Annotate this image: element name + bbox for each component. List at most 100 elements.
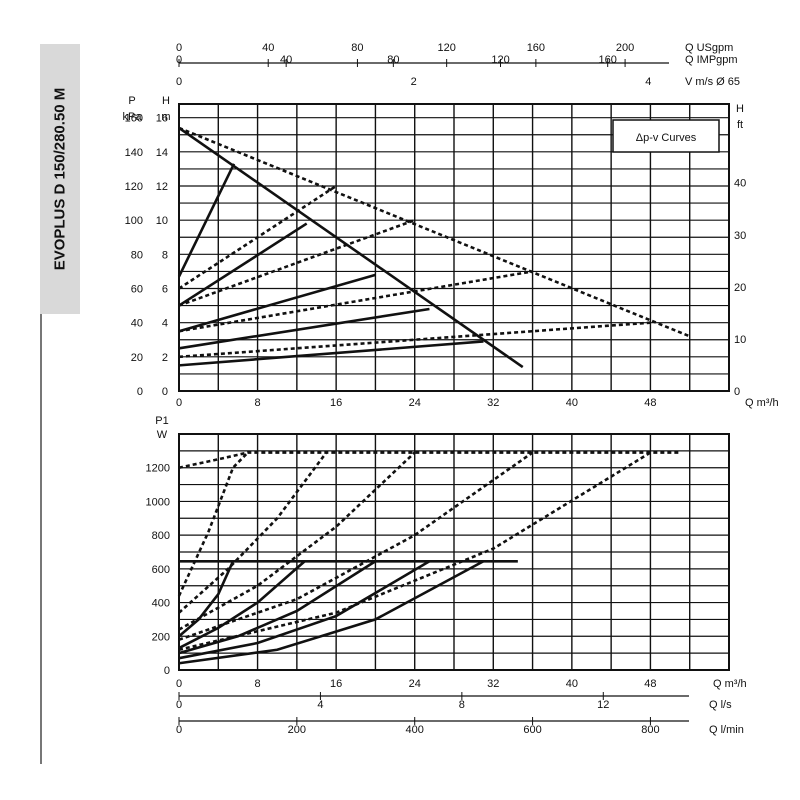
head-y-tick-kpa: 20 [131,352,143,364]
power-dotted-curve [177,451,249,597]
head-y-tick-kpa: 60 [131,284,143,296]
head-y-tick-m: 16 [156,113,168,125]
power-x-tick: 8 [255,678,261,690]
legend-box [612,119,720,153]
head-solid-curve [177,163,236,278]
head-x-tick: 40 [566,397,578,409]
power-dotted-limit [178,451,680,469]
head-y-tick-ft: 10 [734,334,746,346]
bottom-axis-tick: 0 [176,699,182,711]
power-solid-curve [178,560,431,660]
legend-label: Δp-v Curves [636,132,697,144]
power-dotted-curve [178,451,328,614]
head-x-tick: 0 [176,397,182,409]
head-y-tick-m: 10 [156,215,168,227]
head-dotted-curve [178,184,337,290]
power-x-tick: 32 [487,678,499,690]
head-x-tick: 8 [255,397,261,409]
head-solid-curve [178,222,308,307]
power-dotted-curve [178,451,534,641]
bottom-axis-tick: 200 [288,724,306,736]
head-y-tick-kpa: 120 [125,181,143,193]
head-dotted-curve [178,321,651,359]
head-y-tick-m: 14 [156,147,168,159]
head-dotted-curve [178,270,533,333]
bottom-axis-unit: Q l/s [709,699,732,711]
bottom-axis-tick: 8 [459,699,465,711]
power-y-tick: 600 [152,564,170,576]
head-x-tick: 48 [644,397,656,409]
power-solid-curve [178,560,377,655]
head-x-tick: 16 [330,397,342,409]
power-x-tick: 16 [330,678,342,690]
head-y-tick-ft: 40 [734,178,746,190]
head-y-unit-ft: ft [737,119,743,131]
head-frame [178,103,730,392]
head-y-tick-kpa: 160 [125,113,143,125]
head-y-label-h: H [162,95,170,107]
bottom-axis-unit: Q l/min [709,724,744,736]
top-axis-tick: 2 [411,76,417,88]
top-axis-unit: V m/s Ø 65 [685,76,740,88]
top-axis-tick: 40 [262,42,274,54]
power-y-tick: 400 [152,598,170,610]
top-axis-tick: 80 [351,42,363,54]
head-y-label-hft: H [736,103,744,115]
head-y-tick-kpa: 0 [137,386,143,398]
head-y-tick-m: 2 [162,352,168,364]
power-x-tick: 40 [566,678,578,690]
head-y-tick-m: 12 [156,181,168,193]
head-y-tick-m: 6 [162,284,168,296]
top-axis-unit: Q USgpm [685,42,733,54]
bottom-axis-tick: 600 [523,724,541,736]
bottom-axis-tick: 800 [641,724,659,736]
power-y-tick: 800 [152,530,170,542]
power-y-unit: W [157,429,168,441]
head-y-label-p: P [128,95,135,107]
top-axis-unit: Q IMPgpm [685,54,738,66]
head-y-tick-kpa: 40 [131,318,143,330]
power-dotted-curve [178,451,652,652]
power-x-tick: 24 [409,678,421,690]
power-solid-curve [178,560,485,665]
power-x-unit: Q m³/h [713,678,747,690]
head-solid-curve [178,307,430,350]
power-solid-curve [178,560,306,650]
bottom-axis-tick: 0 [176,724,182,736]
head-y-tick-kpa: 140 [125,147,143,159]
top-axis-tick: 200 [616,42,634,54]
power-y-tick: 200 [152,631,170,643]
top-axis-tick: 120 [437,42,455,54]
top-axis-tick: 160 [527,42,545,54]
head-y-tick-kpa: 80 [131,249,143,261]
bottom-axis-tick: 400 [406,724,424,736]
top-axis-tick: 0 [176,76,182,88]
power-y-tick: 0 [164,665,170,677]
top-axis-tick: 4 [645,76,651,88]
power-solid-curve [178,560,235,638]
head-dotted-curve [178,126,691,338]
head-y-tick-ft: 20 [734,282,746,294]
head-y-tick-ft: 30 [734,230,746,242]
head-x-unit: Q m³/h [745,397,779,409]
power-dotted-curve [178,451,416,631]
power-frame [178,433,730,671]
head-y-tick-m: 4 [162,318,168,330]
head-y-tick-kpa: 100 [125,215,143,227]
product-title-bar: EVOPLUS D 150/280.50 M [40,44,80,314]
head-solid-curve [178,273,376,333]
head-y-unit-m: m [161,111,170,123]
power-x-tick: 48 [644,678,656,690]
head-y-tick-m: 0 [162,386,168,398]
top-axis-tick: 0 [176,42,182,54]
power-y-tick: 1000 [146,496,170,508]
bottom-axis-tick: 12 [597,699,609,711]
power-x-tick: 0 [176,678,182,690]
head-y-unit-kpa: kPa [123,111,143,123]
bottom-axis-tick: 4 [317,699,323,711]
head-y-tick-ft: 0 [734,386,740,398]
head-solid-curve [178,340,484,367]
power-y-tick: 1200 [146,463,170,475]
